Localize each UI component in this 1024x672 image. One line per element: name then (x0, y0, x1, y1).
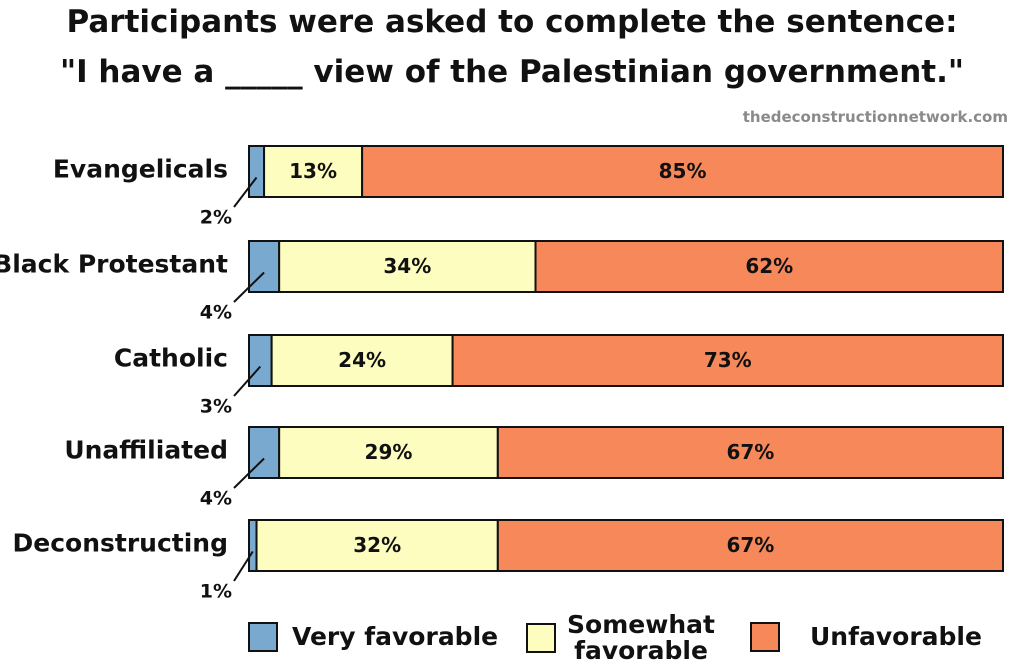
category-label-evangelicals: Evangelicals (53, 155, 228, 184)
leader-line-unaffiliated (233, 457, 265, 489)
legend-swatch-very-favorable (248, 622, 278, 652)
bar-evangelicals-very-favorable (248, 145, 266, 198)
bar-unaffiliated-somewhat-favorable (278, 426, 499, 479)
legend-swatch-somewhat-favorable (526, 623, 556, 653)
bar-unaffiliated-unfavorable (496, 426, 1004, 479)
data-label-catholic-unfavorable: 73% (704, 348, 752, 372)
bar-catholic-very-favorable (248, 334, 273, 387)
data-label-catholic-somewhat-favorable: 24% (338, 348, 386, 372)
bar-catholic-unfavorable (451, 334, 1004, 387)
category-label-black-protestant: Black Protestant (0, 250, 228, 279)
leader-line-catholic (233, 365, 262, 397)
data-label-evangelicals-very-favorable: 2% (200, 207, 232, 229)
bar-deconstructing-unfavorable (496, 519, 1004, 572)
data-label-black-protestant-somewhat-favorable: 34% (383, 254, 431, 278)
legend-label-very-favorable: Very favorable (292, 622, 499, 651)
legend-label-somewhat-favorable: Somewhat favorable (566, 612, 716, 664)
leader-line-evangelicals (233, 176, 258, 208)
legend-label-unfavorable: Unfavorable (810, 622, 982, 651)
legend-label-somewhat-line2: favorable (574, 636, 708, 665)
category-label-unaffiliated: Unaffiliated (64, 436, 228, 465)
legend-unfavorable: Unfavorable (750, 622, 982, 652)
legend-very-favorable: Very favorable (248, 622, 498, 652)
legend-label-somewhat-line1: Somewhat (567, 610, 715, 639)
data-label-black-protestant-unfavorable: 62% (745, 254, 793, 278)
bar-deconstructing-somewhat-favorable (255, 519, 499, 572)
data-label-deconstructing-unfavorable: 67% (726, 533, 774, 557)
legend-swatch-unfavorable (750, 622, 780, 652)
bar-unaffiliated-very-favorable (248, 426, 281, 479)
legend-somewhat-favorable: Somewhat favorable (526, 612, 716, 664)
leader-line-deconstructing (233, 550, 254, 582)
bar-deconstructing-very-favorable (248, 519, 258, 572)
data-label-unaffiliated-unfavorable: 67% (726, 440, 774, 464)
bar-black-protestant-somewhat-favorable (278, 240, 537, 293)
source-credit: thedeconstructionnetwork.com (742, 108, 1008, 126)
data-label-catholic-very-favorable: 3% (200, 396, 232, 418)
chart-title-line-1: Participants were asked to complete the … (66, 4, 958, 40)
data-label-evangelicals-somewhat-favorable: 13% (289, 159, 337, 183)
data-label-deconstructing-somewhat-favorable: 32% (353, 533, 401, 557)
bar-black-protestant-very-favorable (248, 240, 281, 293)
data-label-unaffiliated-very-favorable: 4% (200, 488, 232, 510)
data-label-black-protestant-very-favorable: 4% (200, 302, 232, 324)
chart-title-line-2: "I have a _____ view of the Palestinian … (59, 54, 965, 90)
bar-evangelicals-unfavorable (361, 145, 1005, 198)
data-label-unaffiliated-somewhat-favorable: 29% (365, 440, 413, 464)
category-label-deconstructing: Deconstructing (13, 529, 229, 558)
leader-line-black-protestant (233, 271, 265, 303)
data-label-evangelicals-unfavorable: 85% (659, 159, 707, 183)
category-label-catholic: Catholic (114, 344, 228, 373)
data-label-deconstructing-very-favorable: 1% (200, 581, 232, 603)
bar-black-protestant-unfavorable (534, 240, 1005, 293)
